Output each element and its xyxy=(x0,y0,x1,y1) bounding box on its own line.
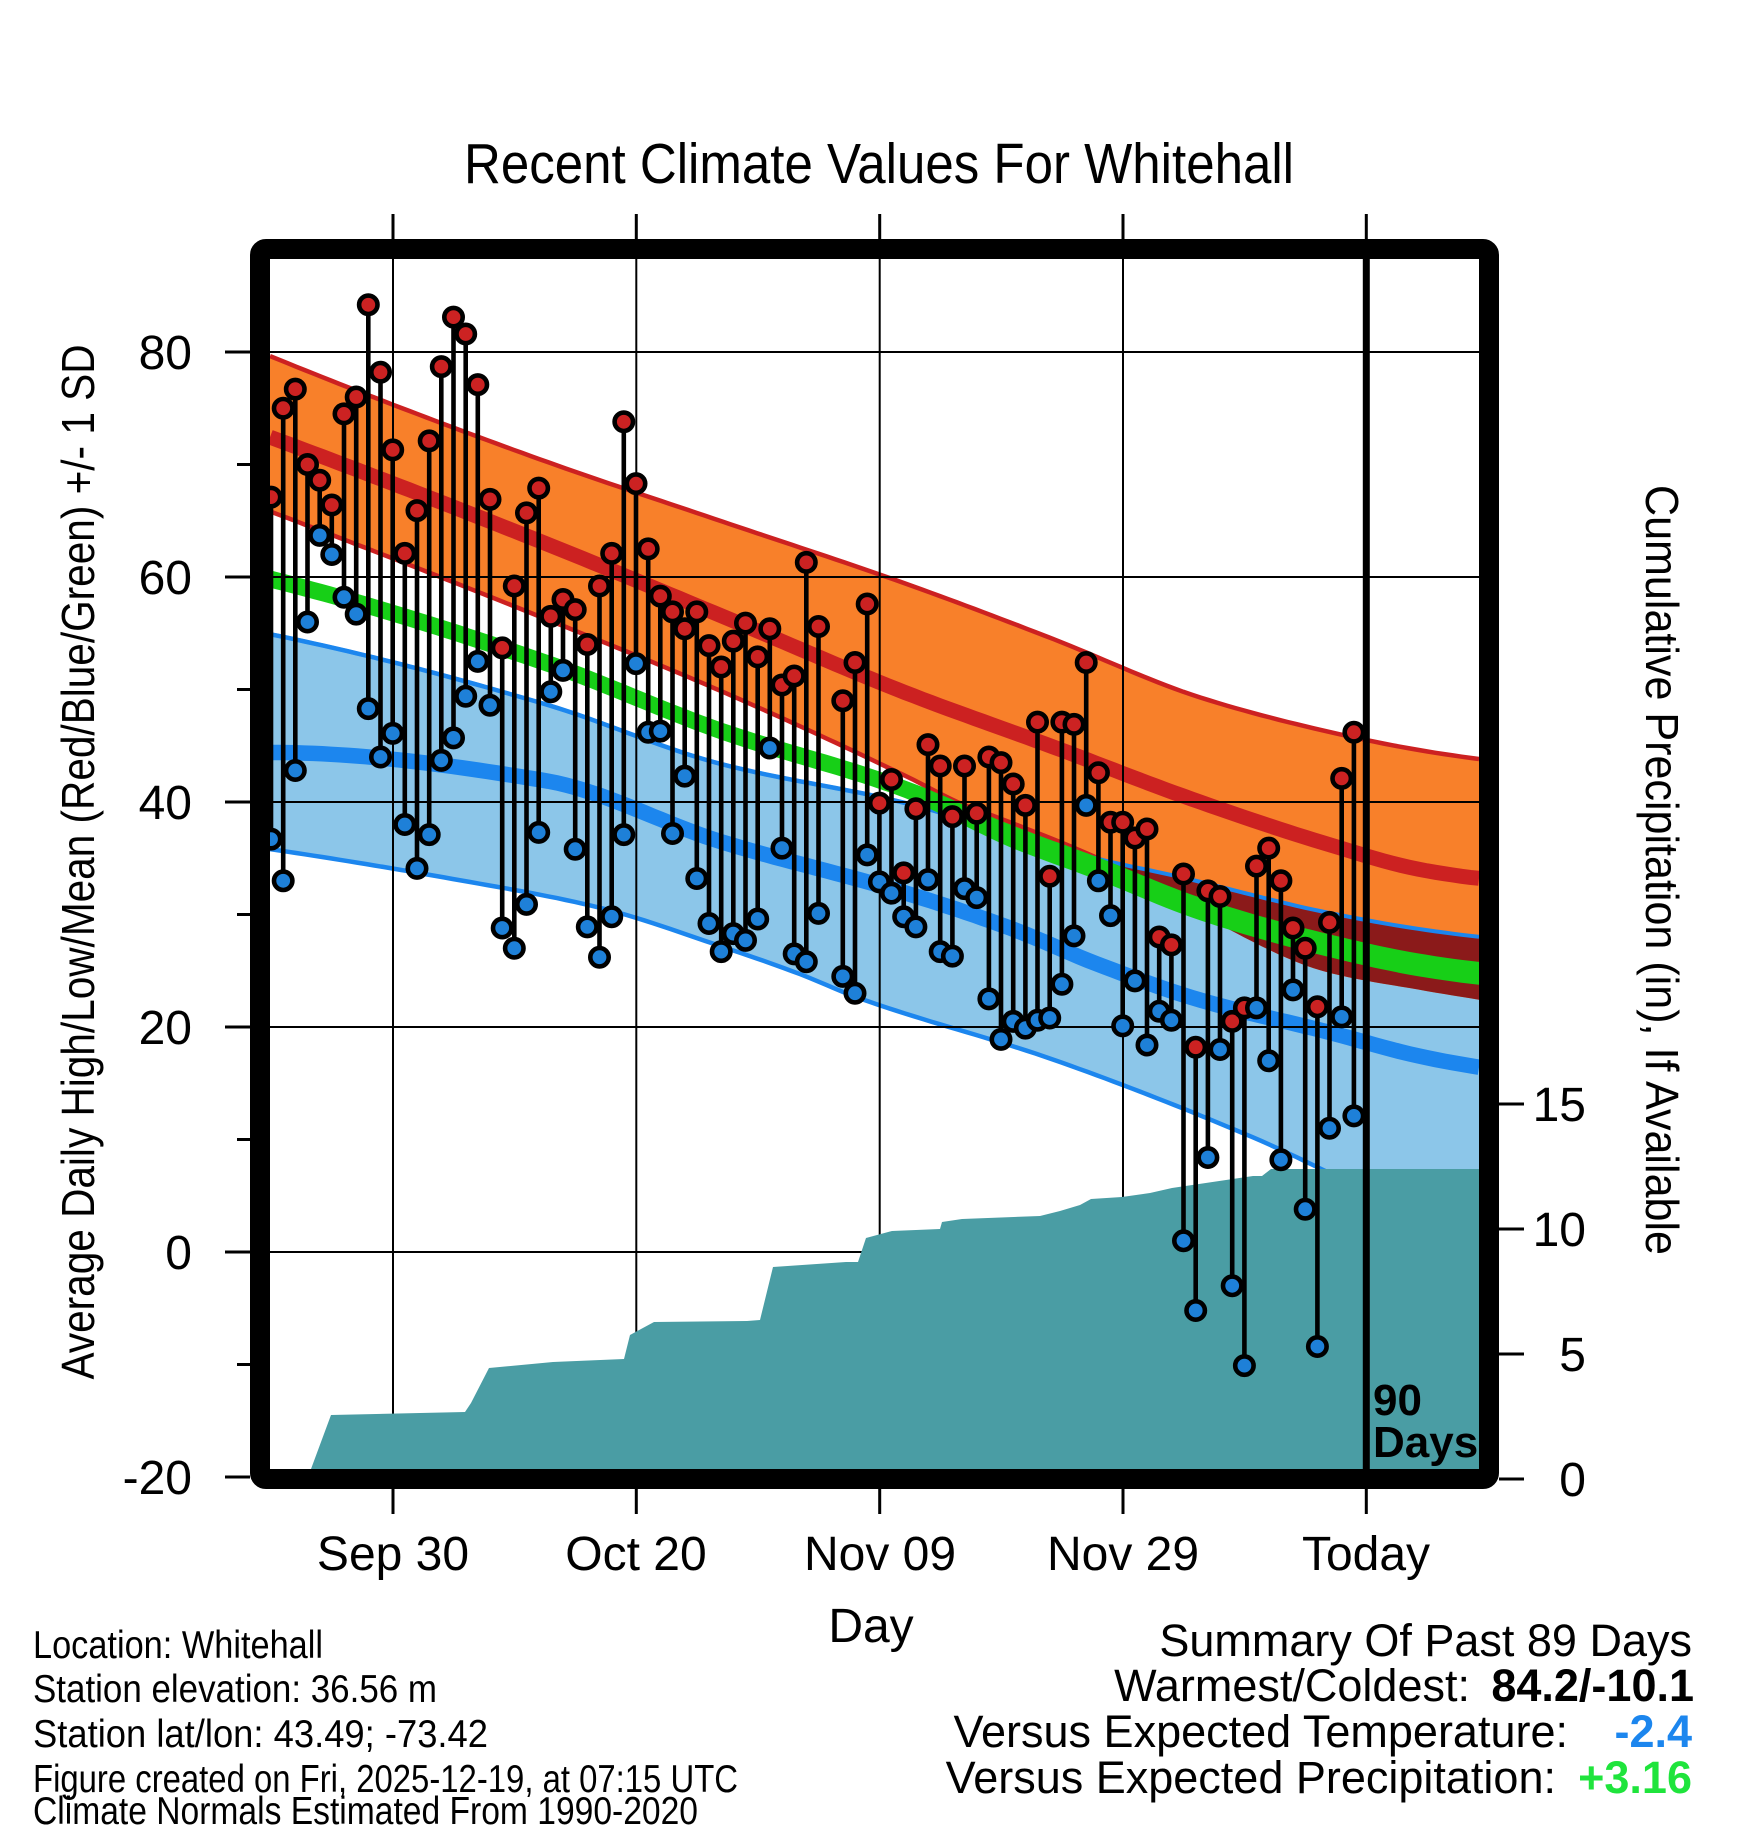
svg-text:15: 15 xyxy=(1533,1079,1586,1132)
svg-text:Climate Normals Estimated From: Climate Normals Estimated From 1990-2020 xyxy=(33,1790,698,1828)
svg-text:40: 40 xyxy=(139,777,192,830)
svg-text:Day: Day xyxy=(828,1600,913,1653)
svg-text:0: 0 xyxy=(165,1227,192,1280)
svg-text:84.2/-10.1: 84.2/-10.1 xyxy=(1491,1660,1694,1711)
svg-text:-20: -20 xyxy=(123,1452,192,1505)
svg-text:Station lat/lon: 43.49; -73.42: Station lat/lon: 43.49; -73.42 xyxy=(33,1713,488,1756)
svg-text:Station elevation: 36.56 m: Station elevation: 36.56 m xyxy=(33,1668,437,1711)
svg-text:Cumulative Precipitation (in),: Cumulative Precipitation (in), If Availa… xyxy=(1636,485,1688,1255)
svg-text:80: 80 xyxy=(139,327,192,380)
svg-text:60: 60 xyxy=(139,552,192,605)
svg-text:90: 90 xyxy=(1373,1376,1422,1425)
svg-text:Summary Of Past 89 Days: Summary Of Past 89 Days xyxy=(1159,1615,1692,1666)
svg-text:0: 0 xyxy=(1559,1454,1586,1507)
svg-text:Versus Expected Temperature:: Versus Expected Temperature: xyxy=(953,1706,1568,1757)
svg-text:Location: Whitehall: Location: Whitehall xyxy=(33,1624,323,1667)
svg-text:Warmest/Coldest:: Warmest/Coldest: xyxy=(1114,1660,1470,1711)
svg-text:5: 5 xyxy=(1559,1329,1586,1382)
svg-text:Oct 20: Oct 20 xyxy=(565,1528,706,1581)
svg-text:-2.4: -2.4 xyxy=(1614,1706,1692,1757)
svg-text:Sep 30: Sep 30 xyxy=(317,1528,469,1581)
svg-text:+3.16: +3.16 xyxy=(1578,1752,1692,1803)
svg-text:Average Daily High/Low/Mean (R: Average Daily High/Low/Mean (Red/Blue/Gr… xyxy=(52,345,104,1380)
svg-text:Nov 09: Nov 09 xyxy=(804,1528,956,1581)
svg-text:Versus Expected Precipitation:: Versus Expected Precipitation: xyxy=(946,1752,1556,1803)
svg-text:20: 20 xyxy=(139,1002,192,1055)
svg-text:Recent Climate Values For Whit: Recent Climate Values For Whitehall xyxy=(464,132,1294,196)
svg-text:Days: Days xyxy=(1373,1418,1478,1467)
svg-text:10: 10 xyxy=(1533,1204,1586,1257)
svg-text:Figure created on Fri, 2025-12: Figure created on Fri, 2025-12-19, at 07… xyxy=(33,1758,738,1801)
svg-text:Today: Today xyxy=(1302,1528,1430,1581)
svg-text:Nov 29: Nov 29 xyxy=(1047,1528,1199,1581)
